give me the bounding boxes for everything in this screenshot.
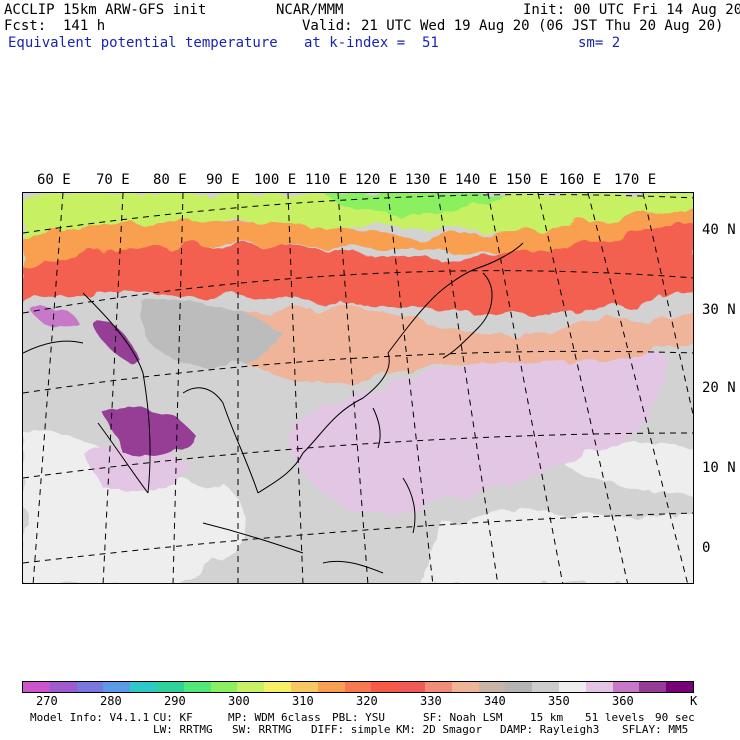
lat-label: 40 N xyxy=(702,222,736,238)
model-info-mp: MP: WDM 6class xyxy=(228,711,321,724)
level-index: at k-index = 51 xyxy=(304,35,439,51)
model-info-sw: SW: RRTMG xyxy=(232,723,292,736)
lon-label: 80 E xyxy=(153,172,187,188)
lat-label: 30 N xyxy=(702,302,736,318)
colorbar-swatch xyxy=(23,682,50,692)
colorbar-label: 330 xyxy=(420,694,442,708)
colorbar-swatch xyxy=(666,682,693,692)
colorbar-label: 320 xyxy=(356,694,378,708)
colorbar-swatch xyxy=(76,682,104,692)
colorbar-label: 310 xyxy=(292,694,314,708)
model-info-sf: SF: Noah LSM xyxy=(423,711,503,724)
colorbar-label: 300 xyxy=(228,694,250,708)
colorbar-swatch xyxy=(156,682,184,692)
colorbar-label: 270 xyxy=(36,694,58,708)
lon-label: 90 E xyxy=(206,172,240,188)
lon-label: 60 E xyxy=(37,172,71,188)
lon-label: 130 E xyxy=(405,172,448,188)
lat-label: 0 xyxy=(702,540,711,556)
colorbar-swatch xyxy=(585,682,613,692)
model-info-dt: 90 sec xyxy=(655,711,695,724)
model-info-lw: LW: RRTMG xyxy=(153,723,213,736)
colorbar-swatch xyxy=(612,682,640,692)
lon-label: 70 E xyxy=(96,172,130,188)
lon-label: 150 E xyxy=(506,172,549,188)
colorbar-swatch xyxy=(532,682,559,692)
colorbar-swatch xyxy=(505,682,533,692)
colorbar-swatch xyxy=(130,682,157,692)
colorbar-swatch xyxy=(398,682,425,692)
model-info-cu: CU: KF xyxy=(153,711,193,724)
lat-label: 10 N xyxy=(702,460,736,476)
colorbar-swatch xyxy=(344,682,372,692)
model-info-levels: 51 levels xyxy=(585,711,645,724)
colorbar-swatch xyxy=(451,682,479,692)
smoothing: sm= 2 xyxy=(578,35,621,51)
colorbar-swatch xyxy=(183,682,211,692)
lon-label: 100 E xyxy=(254,172,297,188)
init-time: Init: 00 UTC Fri 14 Aug 20 xyxy=(523,2,740,18)
lon-label: 170 E xyxy=(614,172,657,188)
valid-time: Valid: 21 UTC Wed 19 Aug 20 (06 JST Thu … xyxy=(302,18,724,34)
colorbar-swatch xyxy=(317,682,345,692)
model-info-km: KM: 2D Smagor xyxy=(396,723,483,736)
model-info-pbl: PBL: YSU xyxy=(332,711,385,724)
colorbar-label: 280 xyxy=(100,694,122,708)
colorbar-swatch xyxy=(424,682,452,692)
model-info-diff: DIFF: simple xyxy=(311,723,391,736)
theta-e-map xyxy=(22,192,694,584)
colorbar-swatch xyxy=(210,682,238,692)
model-title: ACCLIP 15km ARW-GFS init xyxy=(4,2,207,18)
colorbar-swatch xyxy=(237,682,265,692)
org-label: NCAR/MMM xyxy=(276,2,344,18)
model-info-sflay: SFLAY: MM5 xyxy=(622,723,689,736)
lon-label: 120 E xyxy=(355,172,398,188)
colorbar-swatch xyxy=(103,682,131,692)
colorbar-swatch xyxy=(49,682,77,692)
forecast-hour: Fcst: 141 h xyxy=(4,18,106,34)
colorbar-unit: K xyxy=(690,694,698,708)
field-name: Equivalent potential temperature xyxy=(8,35,278,51)
colorbar-swatch xyxy=(371,682,399,692)
colorbar-swatch xyxy=(558,682,586,692)
colorbar-label: 340 xyxy=(484,694,506,708)
model-info-damp: DAMP: Rayleigh3 xyxy=(500,723,600,736)
colorbar-swatch xyxy=(290,682,318,692)
colorbar-label: 360 xyxy=(612,694,634,708)
colorbar-swatch xyxy=(264,682,291,692)
colorbar xyxy=(22,681,694,693)
model-info-res: 15 km xyxy=(530,711,564,724)
colorbar-swatch xyxy=(478,682,506,692)
colorbar-label: 350 xyxy=(548,694,570,708)
colorbar-label: 290 xyxy=(164,694,186,708)
lon-label: 160 E xyxy=(559,172,602,188)
lat-label: 20 N xyxy=(702,380,736,396)
colorbar-swatch xyxy=(639,682,667,692)
lon-label: 140 E xyxy=(455,172,498,188)
model-info-version: Model Info: V4.1.1 xyxy=(30,711,150,724)
lon-label: 110 E xyxy=(305,172,348,188)
